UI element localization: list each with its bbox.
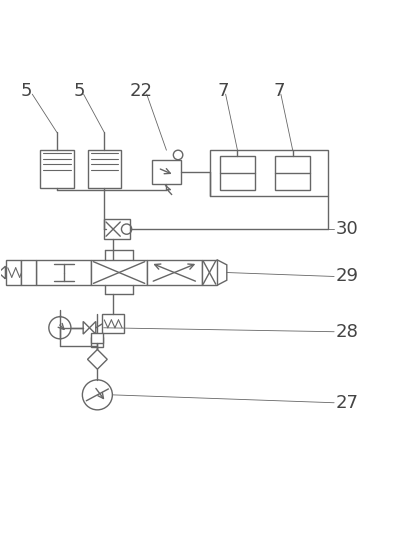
Circle shape [122,224,132,234]
Bar [152,160,181,184]
Bar [21,260,36,285]
Text: 30: 30 [336,220,359,238]
Bar [275,156,310,189]
Text: 5: 5 [74,82,86,100]
Bar [91,260,147,285]
Bar [147,260,202,285]
Bar [91,337,103,347]
Text: 7: 7 [273,82,285,100]
Bar [6,260,21,285]
Bar [88,150,121,188]
Text: 27: 27 [336,394,359,412]
Circle shape [82,380,112,410]
Bar [220,156,255,189]
Text: 22: 22 [129,82,152,100]
Text: 28: 28 [336,323,359,341]
Circle shape [49,317,71,339]
Bar [202,260,217,285]
Bar [102,315,124,333]
Bar [210,150,328,195]
Bar [40,150,74,188]
Text: 5: 5 [21,82,32,100]
Bar [91,333,103,343]
Text: 7: 7 [218,82,229,100]
Bar [36,260,91,285]
Bar [104,219,130,239]
Text: 29: 29 [336,267,359,285]
Circle shape [173,150,183,160]
